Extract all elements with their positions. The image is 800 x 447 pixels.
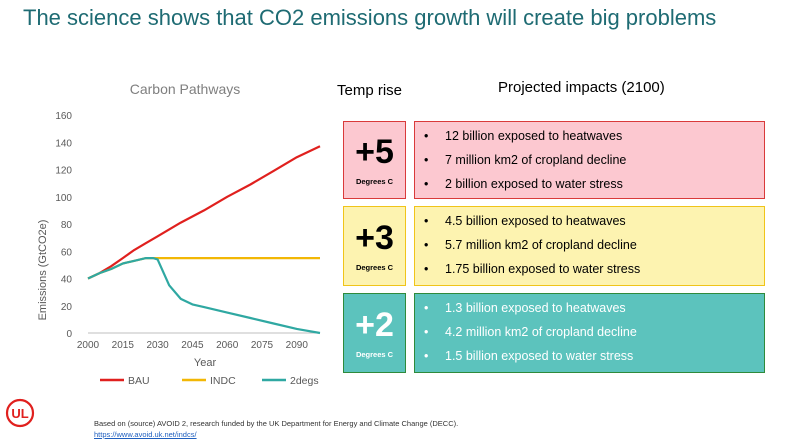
impact-text: 2 billion exposed to water stress: [445, 177, 623, 191]
y-tick-label: 120: [55, 166, 72, 177]
impact-item: • 1.75 billion exposed to water stress: [415, 257, 764, 281]
temp-rise-header: Temp rise: [337, 82, 403, 99]
ul-logo: UL: [5, 398, 35, 428]
chart-legend: BAU INDC 2degs: [100, 375, 319, 387]
impact-item: • 1.5 billion exposed to water stress: [415, 344, 764, 368]
impact-text: 4.5 billion exposed to heatwaves: [445, 214, 626, 228]
y-tick-label: 60: [61, 247, 73, 258]
bullet-icon: •: [424, 129, 429, 143]
impacts-box: • 12 billion exposed to heatwaves • 7 milli…: [414, 121, 765, 199]
series-line-2degs: [87, 257, 321, 335]
impact-text: 4.2 million km2 of cropland decline: [445, 325, 637, 339]
temp-rise-unit: Degrees C: [355, 349, 394, 359]
impact-item: • 5.7 million km2 of cropland decline: [415, 233, 764, 257]
y-tick-label: 140: [55, 138, 72, 149]
ul-logo-text: UL: [11, 406, 28, 421]
y-tick-label: 20: [61, 302, 73, 313]
x-tick-label: 2000: [77, 340, 100, 351]
y-tick-label: 160: [55, 111, 72, 122]
chart-ticks: 0 20 40 60 80 100 120 140 160 2000 2015 2030 2045 206…: [55, 111, 308, 351]
bullet-icon: •: [424, 153, 429, 167]
series-line-indc: [87, 257, 320, 280]
projected-impacts-header: Projected impacts (2100): [498, 79, 665, 96]
bullet-icon: •: [424, 325, 429, 339]
impact-item: • 2 billion exposed to water stress: [415, 172, 764, 196]
x-tick-label: 2045: [181, 340, 204, 351]
temp-rise-unit: Degrees C: [355, 262, 394, 272]
source-link[interactable]: https://www.avoid.uk.net/indcs/: [94, 430, 197, 439]
page-title: The science shows that CO2 emissions gro…: [23, 5, 717, 30]
impact-text: 5.7 million km2 of cropland decline: [445, 238, 637, 252]
bullet-icon: •: [424, 238, 429, 252]
y-tick-label: 100: [55, 193, 72, 204]
series-line-bau: [87, 145, 321, 280]
y-tick-label: 40: [61, 275, 73, 286]
impact-text: 1.3 billion exposed to heatwaves: [445, 301, 626, 315]
temp-rise-value: +2: [355, 305, 394, 344]
x-tick-label: 2015: [112, 340, 135, 351]
temp-rise-value: +5: [355, 132, 394, 171]
y-tick-label: 0: [66, 329, 72, 340]
legend-label-2degs: 2degs: [290, 375, 319, 387]
impact-item: • 4.2 million km2 of cropland decline: [415, 320, 764, 344]
temp-rise-box: +2 Degrees C: [343, 293, 406, 373]
impact-item: • 1.3 billion exposed to heatwaves: [415, 296, 764, 320]
temp-rise-box: +3 Degrees C: [343, 206, 406, 286]
temp-rise-unit: Degrees C: [355, 176, 394, 186]
impact-item: • 7 million km2 of cropland decline: [415, 148, 764, 172]
y-tick-label: 80: [61, 220, 73, 231]
y-axis-label: Emissions (GtCO2e): [37, 220, 49, 321]
legend-label-indc: INDC: [210, 375, 236, 387]
chart-title: Carbon Pathways: [130, 81, 241, 97]
temp-rise-value: +3: [355, 218, 394, 257]
impacts-box: • 1.3 billion exposed to heatwaves • 4.2 mi…: [414, 293, 765, 373]
x-tick-label: 2060: [216, 340, 239, 351]
impacts-box: • 4.5 billion exposed to heatwaves • 5.7 mi…: [414, 206, 765, 286]
impact-item: • 12 billion exposed to heatwaves: [415, 124, 764, 148]
impact-text: 12 billion exposed to heatwaves: [445, 129, 623, 143]
chart-series: [87, 145, 321, 335]
temp-rise-box: +5 Degrees C: [343, 121, 406, 199]
source-note: Based on (source) AVOID 2, research fund…: [94, 419, 459, 428]
x-axis-label: Year: [194, 357, 217, 369]
x-tick-label: 2090: [286, 340, 309, 351]
impact-item: • 4.5 billion exposed to heatwaves: [415, 209, 764, 233]
carbon-pathways-chart: Carbon Pathways 0 20 40 60 80 100 120 140 160 200…: [37, 81, 321, 387]
x-tick-label: 2030: [146, 340, 169, 351]
bullet-icon: •: [424, 349, 429, 363]
bullet-icon: •: [424, 262, 429, 276]
bullet-icon: •: [424, 214, 429, 228]
x-tick-label: 2075: [251, 340, 274, 351]
legend-label-bau: BAU: [128, 375, 150, 387]
impact-text: 7 million km2 of cropland decline: [445, 153, 627, 167]
bullet-icon: •: [424, 177, 429, 191]
impact-text: 1.5 billion exposed to water stress: [445, 349, 634, 363]
impact-text: 1.75 billion exposed to water stress: [445, 262, 641, 276]
bullet-icon: •: [424, 301, 429, 315]
